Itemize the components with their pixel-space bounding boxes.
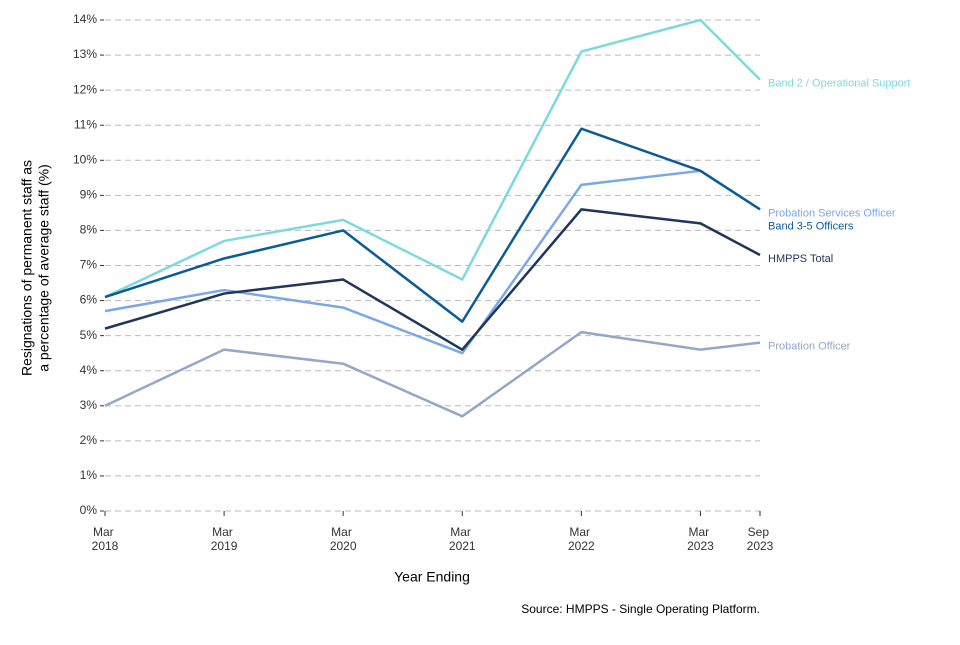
series-line [104,18,761,299]
series-line [104,127,761,323]
y-tick-label: 4% [80,363,98,377]
y-tick-label: 5% [80,328,98,342]
y-tick-label: 8% [80,223,98,237]
series-label: Band 3-5 Officers [768,220,854,232]
y-tick-label: 10% [73,152,97,166]
x-tick-label: Mar 2020 [330,525,357,553]
x-tick-label: Mar 2021 [449,525,476,553]
x-tick-label: Sep 2023 [747,525,774,553]
y-axis-label: a percentage of average staff (%) [36,164,52,372]
series-line [104,330,761,418]
series-line [104,208,761,351]
series-label: HMPPS Total [768,253,833,265]
y-tick-label: 0% [80,503,98,517]
x-tick-label: Mar 2019 [211,525,238,553]
y-tick-label: 11% [74,117,97,131]
y-tick-label: 14% [73,12,97,26]
x-axis-label: Year Ending [394,569,470,585]
y-tick-label: 7% [80,258,98,272]
series-label: Probation Services Officer [768,207,896,219]
x-tick-label: Mar 2022 [568,525,595,553]
y-axis-label: Resignations of permanent staff as [19,160,35,376]
source-note: Source: HMPPS - Single Operating Platfor… [521,602,760,616]
y-tick-label: 13% [73,47,97,61]
y-tick-label: 9% [80,188,98,202]
x-tick-label: Mar 2023 [687,525,714,553]
y-tick-label: 12% [73,82,97,96]
x-tick-label: Mar 2018 [92,525,119,553]
series-label: Band 2 / Operational Support [768,78,910,90]
y-tick-label: 2% [80,433,98,447]
y-tick-label: 1% [80,468,98,482]
y-tick-label: 3% [80,398,98,412]
series-line [104,169,761,355]
series-label: Probation Officer [768,341,851,353]
y-tick-label: 6% [80,293,98,307]
